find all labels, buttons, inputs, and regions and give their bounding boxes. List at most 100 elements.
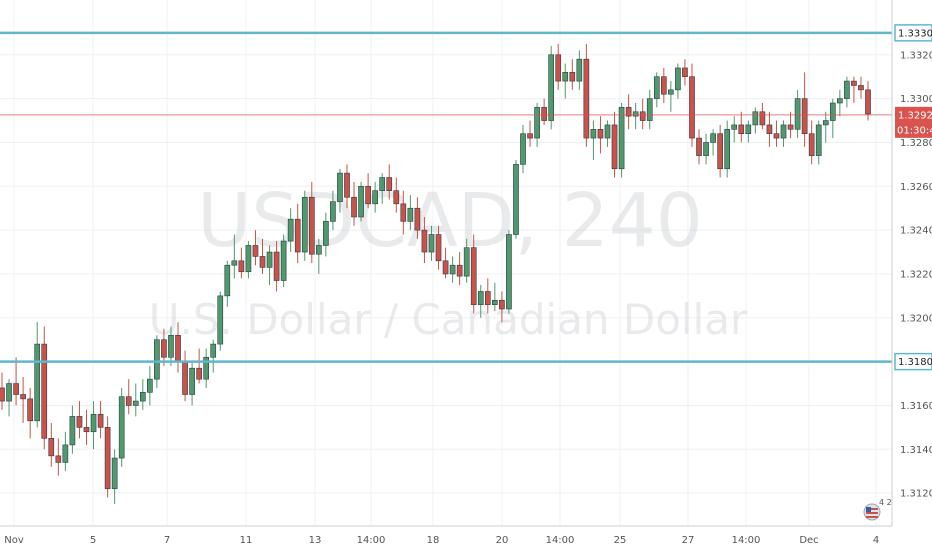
candle-body bbox=[168, 335, 174, 358]
candle bbox=[477, 284, 484, 318]
x-tick-label: 7 bbox=[164, 535, 170, 546]
candle bbox=[301, 190, 308, 261]
candle-body bbox=[717, 133, 723, 170]
candle-body bbox=[484, 291, 491, 305]
candle-body bbox=[527, 133, 533, 139]
candle bbox=[83, 409, 90, 445]
candle-body bbox=[323, 221, 329, 246]
candle-body bbox=[829, 102, 836, 121]
candle-body bbox=[266, 251, 273, 268]
candle bbox=[682, 59, 688, 86]
candle-body bbox=[590, 129, 597, 139]
last-price-label: 1.32926 bbox=[898, 110, 932, 121]
x-tick-label: 27 bbox=[682, 535, 695, 546]
candle-body bbox=[787, 124, 794, 130]
candle-body bbox=[90, 413, 97, 433]
candle bbox=[196, 348, 202, 384]
y-tick-label: 1.31400 bbox=[900, 445, 932, 456]
candle bbox=[147, 366, 153, 406]
candle-body bbox=[506, 234, 512, 310]
candle-body bbox=[252, 245, 259, 257]
candle bbox=[506, 230, 512, 314]
candle-body bbox=[196, 367, 202, 380]
flag-icon[interactable] bbox=[863, 503, 881, 521]
candle-body bbox=[118, 396, 125, 459]
candle-body bbox=[139, 392, 146, 402]
candle-body bbox=[837, 98, 843, 104]
candle bbox=[534, 103, 540, 147]
candle bbox=[104, 416, 111, 498]
candle bbox=[569, 59, 576, 90]
level-price-label: 1.33300 bbox=[898, 28, 932, 39]
candle bbox=[794, 89, 801, 139]
candle-body bbox=[13, 383, 19, 395]
candle bbox=[808, 120, 815, 165]
bar-countdown: 01:30:48 bbox=[897, 125, 932, 136]
x-tick-label: 14:00 bbox=[546, 535, 575, 546]
candle bbox=[731, 116, 738, 143]
candle bbox=[456, 252, 463, 285]
candle bbox=[675, 63, 681, 99]
candle-body bbox=[477, 291, 484, 305]
candle bbox=[41, 326, 48, 450]
candle-body bbox=[104, 427, 111, 490]
candle-body bbox=[710, 133, 716, 143]
candle-body bbox=[48, 438, 55, 457]
candle bbox=[548, 46, 555, 130]
candle-body bbox=[569, 72, 576, 82]
x-tick-label: 13 bbox=[309, 535, 322, 546]
y-tick-label: 1.33000 bbox=[900, 94, 932, 105]
candle bbox=[428, 225, 435, 261]
y-tick-label: 1.33200 bbox=[900, 50, 932, 61]
candle-body bbox=[132, 400, 139, 406]
candle bbox=[189, 361, 195, 406]
candle-body bbox=[83, 427, 90, 433]
candle bbox=[421, 216, 428, 263]
candle-body bbox=[203, 356, 210, 380]
candle bbox=[773, 120, 780, 147]
candle-body bbox=[562, 72, 569, 82]
candle-body bbox=[97, 413, 104, 428]
y-tick-label: 1.31200 bbox=[900, 489, 932, 500]
candle bbox=[20, 376, 26, 423]
candle-body bbox=[147, 378, 153, 393]
candle bbox=[168, 326, 174, 367]
candle bbox=[414, 197, 421, 239]
candle-body bbox=[668, 89, 674, 95]
candle-body bbox=[555, 54, 562, 82]
candle bbox=[822, 111, 829, 143]
candle-body bbox=[161, 339, 167, 358]
candle-body bbox=[851, 80, 857, 86]
candle-body bbox=[689, 76, 695, 139]
candle bbox=[139, 379, 146, 410]
candle-body bbox=[597, 129, 604, 139]
candle-body bbox=[463, 247, 470, 277]
candle-body bbox=[752, 111, 759, 126]
candle-body bbox=[41, 343, 48, 439]
candle bbox=[829, 98, 836, 139]
candle-body bbox=[520, 133, 526, 165]
candle-body bbox=[625, 107, 632, 117]
candle-body bbox=[344, 172, 350, 198]
candle-body bbox=[76, 416, 83, 428]
candle-body bbox=[386, 177, 393, 191]
candle bbox=[562, 63, 569, 99]
candle-body bbox=[231, 260, 238, 266]
candle-body bbox=[470, 247, 477, 305]
candle bbox=[238, 247, 245, 279]
candle bbox=[499, 291, 505, 323]
candle bbox=[513, 159, 519, 239]
candle bbox=[745, 120, 752, 143]
candle-body bbox=[330, 201, 336, 222]
candle bbox=[865, 81, 871, 121]
candle bbox=[400, 190, 407, 235]
candle-body bbox=[794, 98, 801, 130]
candle bbox=[379, 173, 386, 204]
candle bbox=[851, 76, 857, 104]
candle-body bbox=[844, 80, 850, 99]
candle bbox=[280, 234, 287, 288]
candle bbox=[393, 177, 400, 213]
candle-body bbox=[217, 295, 224, 345]
candle bbox=[323, 212, 329, 257]
